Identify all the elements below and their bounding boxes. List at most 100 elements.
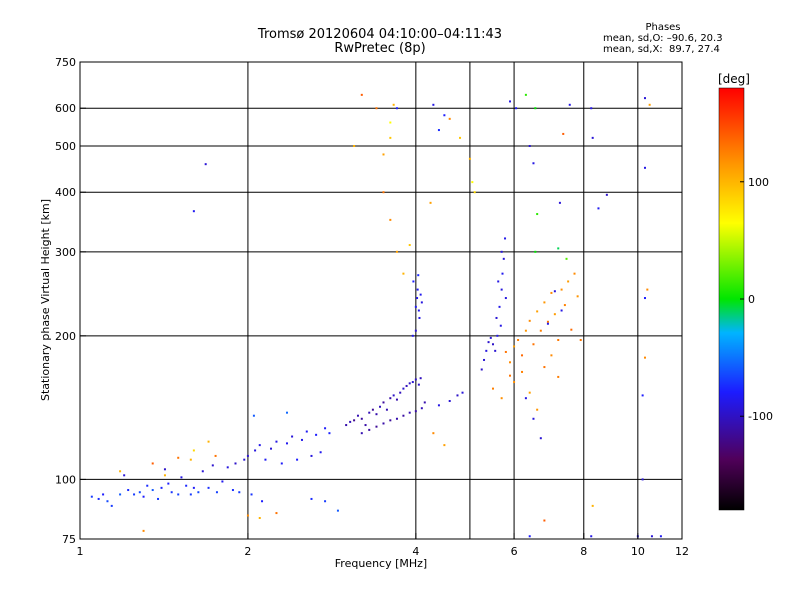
data-point <box>643 356 646 359</box>
y-tick-label: 600 <box>55 102 76 115</box>
data-point <box>591 136 594 139</box>
data-point <box>389 397 392 400</box>
data-point <box>500 397 503 400</box>
data-point <box>189 458 192 461</box>
data-point <box>499 324 502 327</box>
data-point <box>500 250 503 253</box>
data-point <box>328 432 331 435</box>
colorbar-tick-label: 100 <box>748 176 769 189</box>
data-point <box>528 144 531 147</box>
x-tick-label: 8 <box>580 545 587 558</box>
colorbar <box>718 87 745 511</box>
data-point <box>246 454 249 457</box>
data-point <box>280 462 283 465</box>
data-point <box>468 157 471 160</box>
data-point <box>515 107 518 110</box>
phases-x-stats: mean, sd,X: 89.7, 27.4 <box>603 44 720 55</box>
y-axis: 75 100 200 300 400 500 600 750 <box>55 56 86 546</box>
data-point <box>264 458 267 461</box>
data-point <box>167 482 170 485</box>
data-point <box>207 486 210 489</box>
data-point <box>528 535 531 538</box>
data-point <box>353 419 356 422</box>
data-point <box>392 103 395 106</box>
data-point <box>319 451 322 454</box>
data-point <box>597 207 600 210</box>
data-point <box>221 480 224 483</box>
data-point <box>643 297 646 300</box>
data-point <box>177 456 180 459</box>
data-point <box>659 535 662 538</box>
plot-frame <box>79 61 683 540</box>
data-point <box>563 304 566 307</box>
data-point <box>471 181 474 184</box>
data-point <box>204 163 207 166</box>
data-point <box>576 295 579 298</box>
data-point <box>489 336 492 339</box>
data-point <box>395 417 398 420</box>
data-point <box>310 497 313 500</box>
data-point <box>382 401 385 404</box>
data-point <box>550 291 553 294</box>
data-point <box>420 407 423 410</box>
data-points <box>90 93 662 538</box>
data-point <box>532 343 535 346</box>
data-point <box>480 368 483 371</box>
data-point <box>261 500 264 503</box>
data-point <box>160 486 163 489</box>
x-tick-label: 1 <box>77 545 84 558</box>
colorbar-label: [deg] <box>718 72 750 86</box>
data-point <box>353 144 356 147</box>
data-point <box>364 424 367 427</box>
data-point <box>536 408 539 411</box>
data-point <box>102 493 105 496</box>
data-point <box>517 338 520 341</box>
data-point <box>119 493 122 496</box>
data-point <box>557 247 560 250</box>
data-point <box>590 107 593 110</box>
data-point <box>157 497 160 500</box>
data-point <box>324 427 327 430</box>
data-point <box>414 378 417 381</box>
data-point <box>231 489 234 492</box>
data-point <box>214 454 217 457</box>
data-point <box>513 381 516 384</box>
data-point <box>360 93 363 96</box>
data-point <box>448 117 451 120</box>
data-point <box>356 414 359 417</box>
data-point <box>275 512 278 515</box>
data-point <box>557 338 560 341</box>
data-point <box>650 535 653 538</box>
data-point <box>528 319 531 322</box>
data-point <box>177 493 180 496</box>
data-point <box>211 464 214 467</box>
data-point <box>502 257 505 260</box>
data-point <box>414 410 417 413</box>
data-point <box>432 103 435 106</box>
data-point <box>375 425 378 428</box>
data-point <box>180 476 183 479</box>
data-point <box>414 329 417 332</box>
data-point <box>528 391 531 394</box>
data-point <box>509 374 512 377</box>
x-tick-label: 2 <box>244 545 251 558</box>
data-point <box>459 136 462 139</box>
data-point <box>443 114 446 117</box>
data-point <box>553 290 556 293</box>
phases-heading: Phases <box>645 22 681 33</box>
data-point <box>395 250 398 253</box>
colorbar-tick-label: 0 <box>748 293 755 306</box>
data-point <box>532 417 535 420</box>
data-point <box>534 107 537 110</box>
data-point <box>395 107 398 110</box>
data-point <box>291 435 294 438</box>
data-point <box>163 468 166 471</box>
data-point <box>243 458 246 461</box>
data-point <box>408 244 411 247</box>
data-point <box>560 288 563 291</box>
data-point <box>270 447 273 450</box>
data-point <box>495 316 498 319</box>
data-point <box>285 411 288 414</box>
data-point <box>192 449 195 452</box>
data-point <box>375 413 378 416</box>
